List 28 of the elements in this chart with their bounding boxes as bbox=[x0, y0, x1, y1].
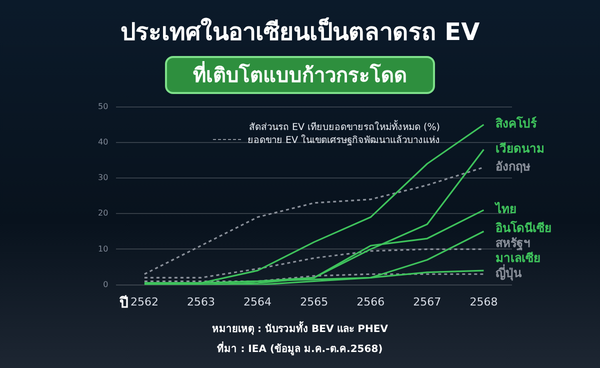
text: ที่มา : IEA (ข้อมูล ม.ค.-ต.ค.2568) bbox=[216, 340, 384, 358]
annotation: ยอดขาย EV ในเขตเศรษฐกิจพัฒนาแล้วบางแห่ง bbox=[247, 134, 440, 147]
annotation: สัดส่วนรถ EV เทียบยอดขายรถใหม่ทั้งหมด (%) bbox=[249, 119, 440, 134]
x-tick-label: 2565 bbox=[300, 295, 328, 308]
y-tick-label: 0 bbox=[103, 280, 108, 289]
x-tick-label: 2568 bbox=[470, 295, 498, 308]
series-label: เวียดนาม bbox=[496, 142, 545, 156]
series-label: สิงคโปร์ bbox=[496, 116, 538, 131]
y-tick-label: 30 bbox=[98, 173, 108, 182]
y-tick-label: 40 bbox=[98, 137, 108, 146]
y-tick-label: 20 bbox=[98, 208, 108, 218]
x-axis-title: ปี bbox=[118, 296, 128, 312]
series-label: ญี่ปุ่น bbox=[496, 264, 523, 282]
series-label: อังกฤษ bbox=[496, 159, 531, 174]
y-tick-label: 50 bbox=[98, 102, 108, 111]
x-tick-label: 2567 bbox=[413, 295, 442, 308]
series-label: ไทย bbox=[494, 201, 517, 216]
x-tick-label: 2562 bbox=[130, 295, 158, 308]
x-tick-label: 2563 bbox=[187, 295, 215, 308]
chart-subtitle: ที่เติบโตแบบก้าวกระโดด bbox=[165, 56, 435, 94]
series-label: มาเลเซีย bbox=[496, 251, 541, 266]
y-tick-label: 10 bbox=[98, 244, 108, 254]
text: หมายเหตุ : นับรวมทั้ง BEV และ PHEV bbox=[211, 320, 389, 337]
x-tick-label: 2566 bbox=[356, 295, 385, 308]
x-tick-label: 2564 bbox=[244, 295, 272, 308]
series-label: อินโดนีเซีย bbox=[496, 220, 552, 236]
chart-title: ประเทศในอาเซียนเป็นตลาดรถ EV bbox=[119, 16, 481, 48]
series-label: สหรัฐฯ bbox=[496, 236, 531, 252]
